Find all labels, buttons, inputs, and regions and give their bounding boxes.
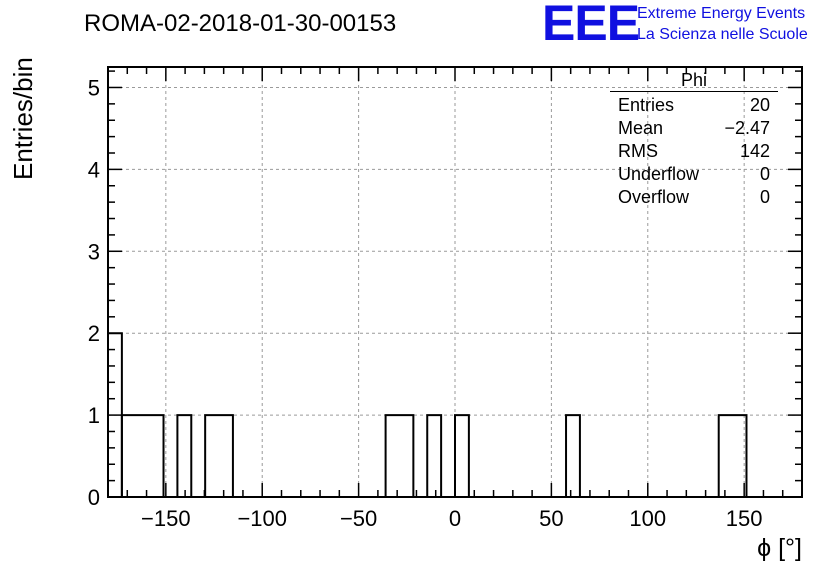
histogram-bin [454,414,470,497]
histogram-bin [565,414,581,497]
y-tick-label: 4 [88,157,100,182]
stats-label: Mean [618,118,664,138]
stats-title: Phi [610,70,778,92]
histogram-bin [384,414,415,497]
stats-row: RMS 142 [610,140,778,163]
x-tick-label: 50 [539,506,563,531]
stats-row: Underflow 0 [610,163,778,186]
stats-label: Underflow [618,164,700,184]
stats-label: RMS [618,141,658,161]
stats-value: 20 [749,95,770,115]
stats-value: 0 [759,187,770,207]
stats-value: −2.47 [724,118,770,138]
stats-label: Overflow [618,187,690,207]
y-tick-label: 3 [88,239,100,264]
y-tick-label: 5 [88,75,100,100]
y-axis-label: Entries/bin [8,57,38,180]
y-tick-label: 0 [88,485,100,510]
chart-title: ROMA-02-2018-01-30-00153 [84,10,397,37]
histogram-bin [120,414,165,497]
y-tick-label: 2 [88,321,100,346]
stats-row: Mean −2.47 [610,117,778,140]
histogram-bin [204,414,234,497]
eee-logo: EEE [542,0,640,51]
organization-label: Extreme Energy Events La Scienza nelle S… [637,3,808,45]
x-tick-label: 0 [449,506,461,531]
histogram-bin [176,414,193,497]
tick-labels: −150 −100 −50 0 50 100 150 0 1 2 3 4 5 [88,75,763,531]
stats-label: Entries [618,95,675,115]
x-tick-label: 100 [629,506,666,531]
histogram-bin [426,414,443,497]
organization-line-2: La Scienza nelle Scuole [637,26,808,43]
organization-line-1: Extreme Energy Events [637,5,806,22]
stats-value: 142 [739,141,770,161]
x-tick-label: 150 [726,506,763,531]
x-tick-label: −150 [141,506,191,531]
x-tick-label: −100 [237,506,287,531]
stats-row: Overflow 0 [610,186,778,209]
stats-value: 0 [759,164,770,184]
stats-box: Phi Entries 20 Mean −2.47 RMS 142 Underf… [610,70,778,209]
histogram-bin [717,414,748,497]
x-axis-label: ϕ [°] [757,534,802,562]
y-tick-label: 1 [88,403,100,428]
x-tick-label: −50 [340,506,377,531]
stats-row: Entries 20 [610,94,778,117]
axis-ticks [108,67,802,498]
